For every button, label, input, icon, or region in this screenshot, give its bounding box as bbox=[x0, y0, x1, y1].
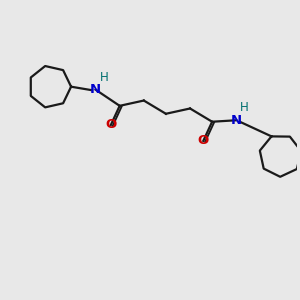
Text: N: N bbox=[231, 114, 242, 127]
Text: O: O bbox=[105, 118, 116, 131]
Text: N: N bbox=[90, 83, 101, 96]
Text: H: H bbox=[99, 71, 108, 84]
Text: H: H bbox=[240, 101, 249, 114]
Text: O: O bbox=[198, 134, 209, 147]
